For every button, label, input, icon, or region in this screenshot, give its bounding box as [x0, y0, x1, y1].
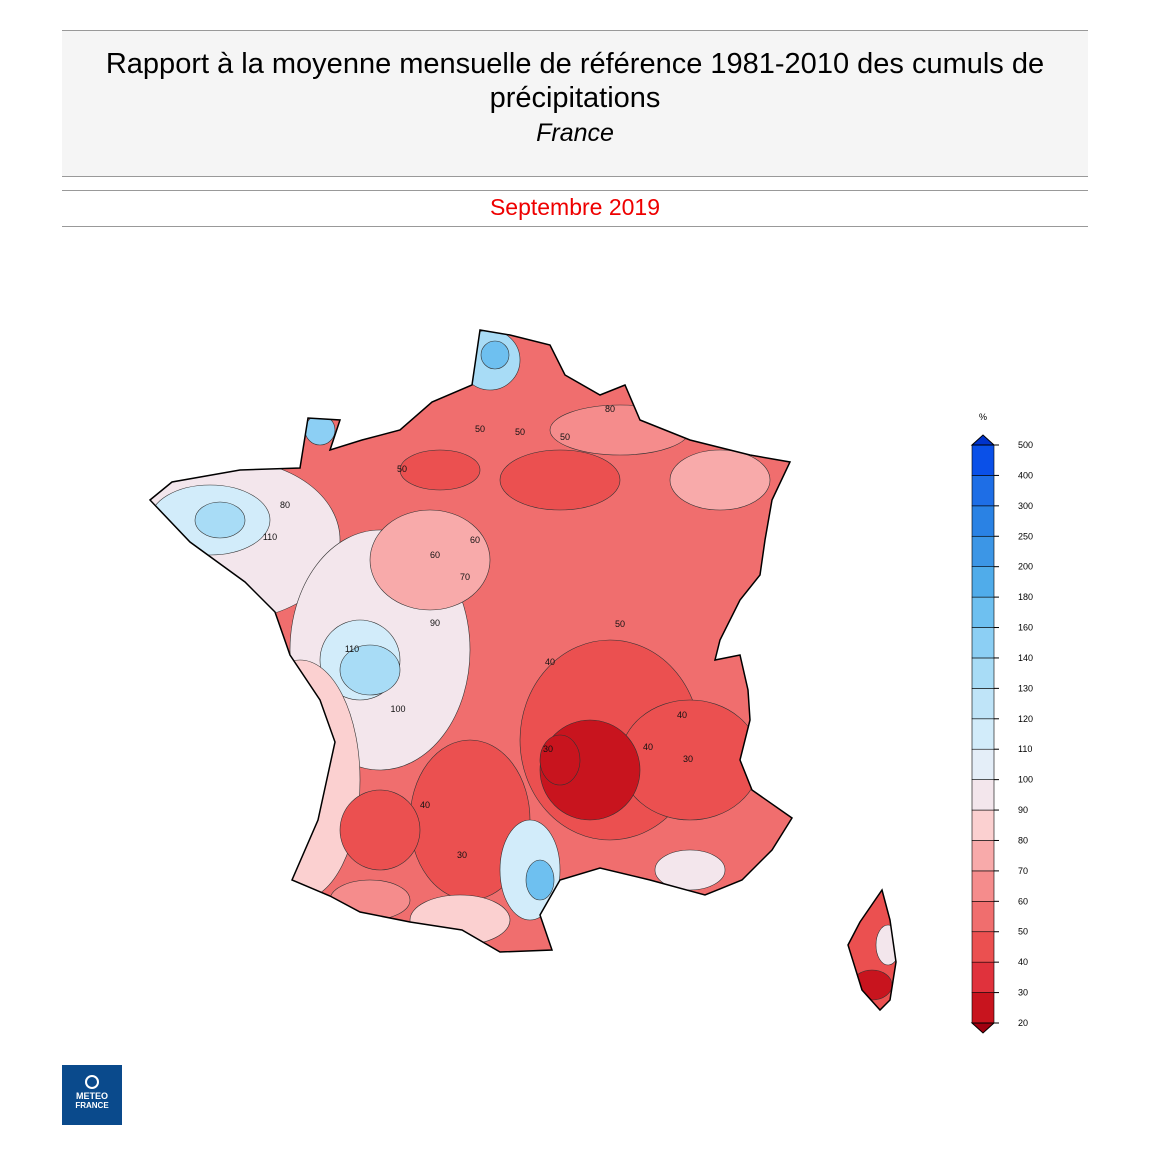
field-zone	[480, 340, 510, 370]
legend-swatch	[971, 505, 995, 537]
contour-label: 30	[457, 850, 467, 860]
legend-tick-label: 250	[1018, 531, 1033, 541]
contour-label: 50	[515, 427, 525, 437]
legend-swatch	[971, 870, 995, 902]
field-zone	[499, 449, 621, 511]
legend-tick-label: 140	[1018, 653, 1033, 663]
field-zone	[339, 789, 421, 871]
contour-label: 40	[643, 742, 653, 752]
title: Rapport à la moyenne mensuelle de référe…	[105, 48, 1045, 114]
legend-tick-label: 100	[1018, 775, 1033, 785]
field-zone	[239, 659, 361, 901]
field-zone	[549, 404, 691, 456]
contour-label: 110	[345, 644, 359, 654]
logo-line1: METEO	[75, 1091, 108, 1101]
legend-tick-label: 60	[1018, 896, 1028, 906]
legend-swatch	[971, 840, 995, 872]
legend-over	[970, 434, 996, 446]
legend-swatch	[971, 931, 995, 963]
legend-tick-label: 500	[1018, 440, 1033, 450]
logo-line2: FRANCE	[75, 1101, 109, 1110]
field-zone	[525, 859, 555, 901]
legend-tick-label: 40	[1018, 957, 1028, 967]
legend-swatch	[971, 596, 995, 628]
contour-label: 110	[263, 532, 277, 542]
contour-label: 50	[397, 464, 407, 474]
contour-labels: 50 50 50 50 60 60 80 80 110 110 90 100 70 40 40 30 30 40 4…	[263, 404, 693, 860]
legend-unit: %	[979, 412, 987, 422]
legend-tick-label: 300	[1018, 501, 1033, 511]
contour-label: 40	[677, 710, 687, 720]
contour-label: 100	[390, 704, 405, 714]
field-zone	[875, 924, 896, 966]
field-zone	[669, 449, 771, 511]
legend-tick-label: 400	[1018, 470, 1033, 480]
period: Septembre 2019	[62, 190, 1088, 227]
legend-swatch	[971, 901, 995, 933]
logo-icon	[85, 1075, 99, 1089]
field-zone	[539, 734, 581, 786]
contour-label: 70	[460, 572, 470, 582]
field-zone	[194, 501, 246, 539]
legend-swatch	[971, 627, 995, 659]
contour-label: 50	[475, 424, 485, 434]
contour-label: 60	[430, 550, 440, 560]
legend-tick-label: 120	[1018, 714, 1033, 724]
legend-swatch	[971, 688, 995, 720]
legend-swatch	[971, 475, 995, 507]
field-zone	[654, 849, 726, 891]
rain-field	[150, 330, 792, 952]
legend-swatch	[971, 809, 995, 841]
legend-swatch	[971, 718, 995, 750]
legend-swatch	[971, 961, 995, 993]
subtitle: France	[536, 119, 614, 147]
contour-label: 30	[543, 744, 553, 754]
legend-tick-label: 130	[1018, 683, 1033, 693]
logo: METEO FRANCE	[62, 1065, 122, 1125]
legend-swatch	[971, 748, 995, 780]
legend-swatch	[971, 444, 995, 476]
legend-tick-label: 200	[1018, 562, 1033, 572]
legend-under	[970, 1022, 996, 1034]
field-zone	[369, 509, 491, 611]
legend-swatch	[971, 992, 995, 1024]
legend-tick-label: 80	[1018, 835, 1028, 845]
contour-label: 80	[605, 404, 615, 414]
legend-swatch	[971, 779, 995, 811]
legend-tick-label: 70	[1018, 866, 1028, 876]
contour-label: 90	[430, 618, 440, 628]
field-zone	[851, 969, 893, 1001]
contour-label: 50	[615, 619, 625, 629]
legend-swatch	[971, 535, 995, 567]
field-zone	[409, 894, 511, 946]
contour-label: 80	[280, 500, 290, 510]
legend-tick-label: 20	[1018, 1018, 1028, 1028]
header: Rapport à la moyenne mensuelle de référe…	[62, 30, 1088, 177]
field-zone	[339, 644, 401, 696]
legend-swatch	[971, 566, 995, 598]
legend-tick-label: 50	[1018, 927, 1028, 937]
contour-label: 60	[470, 535, 480, 545]
legend-tick-label: 160	[1018, 623, 1033, 633]
contour-label: 30	[683, 754, 693, 764]
legend-tick-label: 30	[1018, 988, 1028, 998]
field-zone	[399, 449, 481, 491]
legend-tick-label: 180	[1018, 592, 1033, 602]
contour-label: 40	[545, 657, 555, 667]
legend-tick-label: 90	[1018, 805, 1028, 815]
legend-swatch	[971, 657, 995, 689]
legend-tick-label: 110	[1018, 744, 1032, 754]
contour-label: 50	[560, 432, 570, 442]
legend: % 20 30 40 50 60 70 80 90 100 110 120 130 140 160 180 2…	[970, 412, 1033, 1034]
contour-label: 40	[420, 800, 430, 810]
